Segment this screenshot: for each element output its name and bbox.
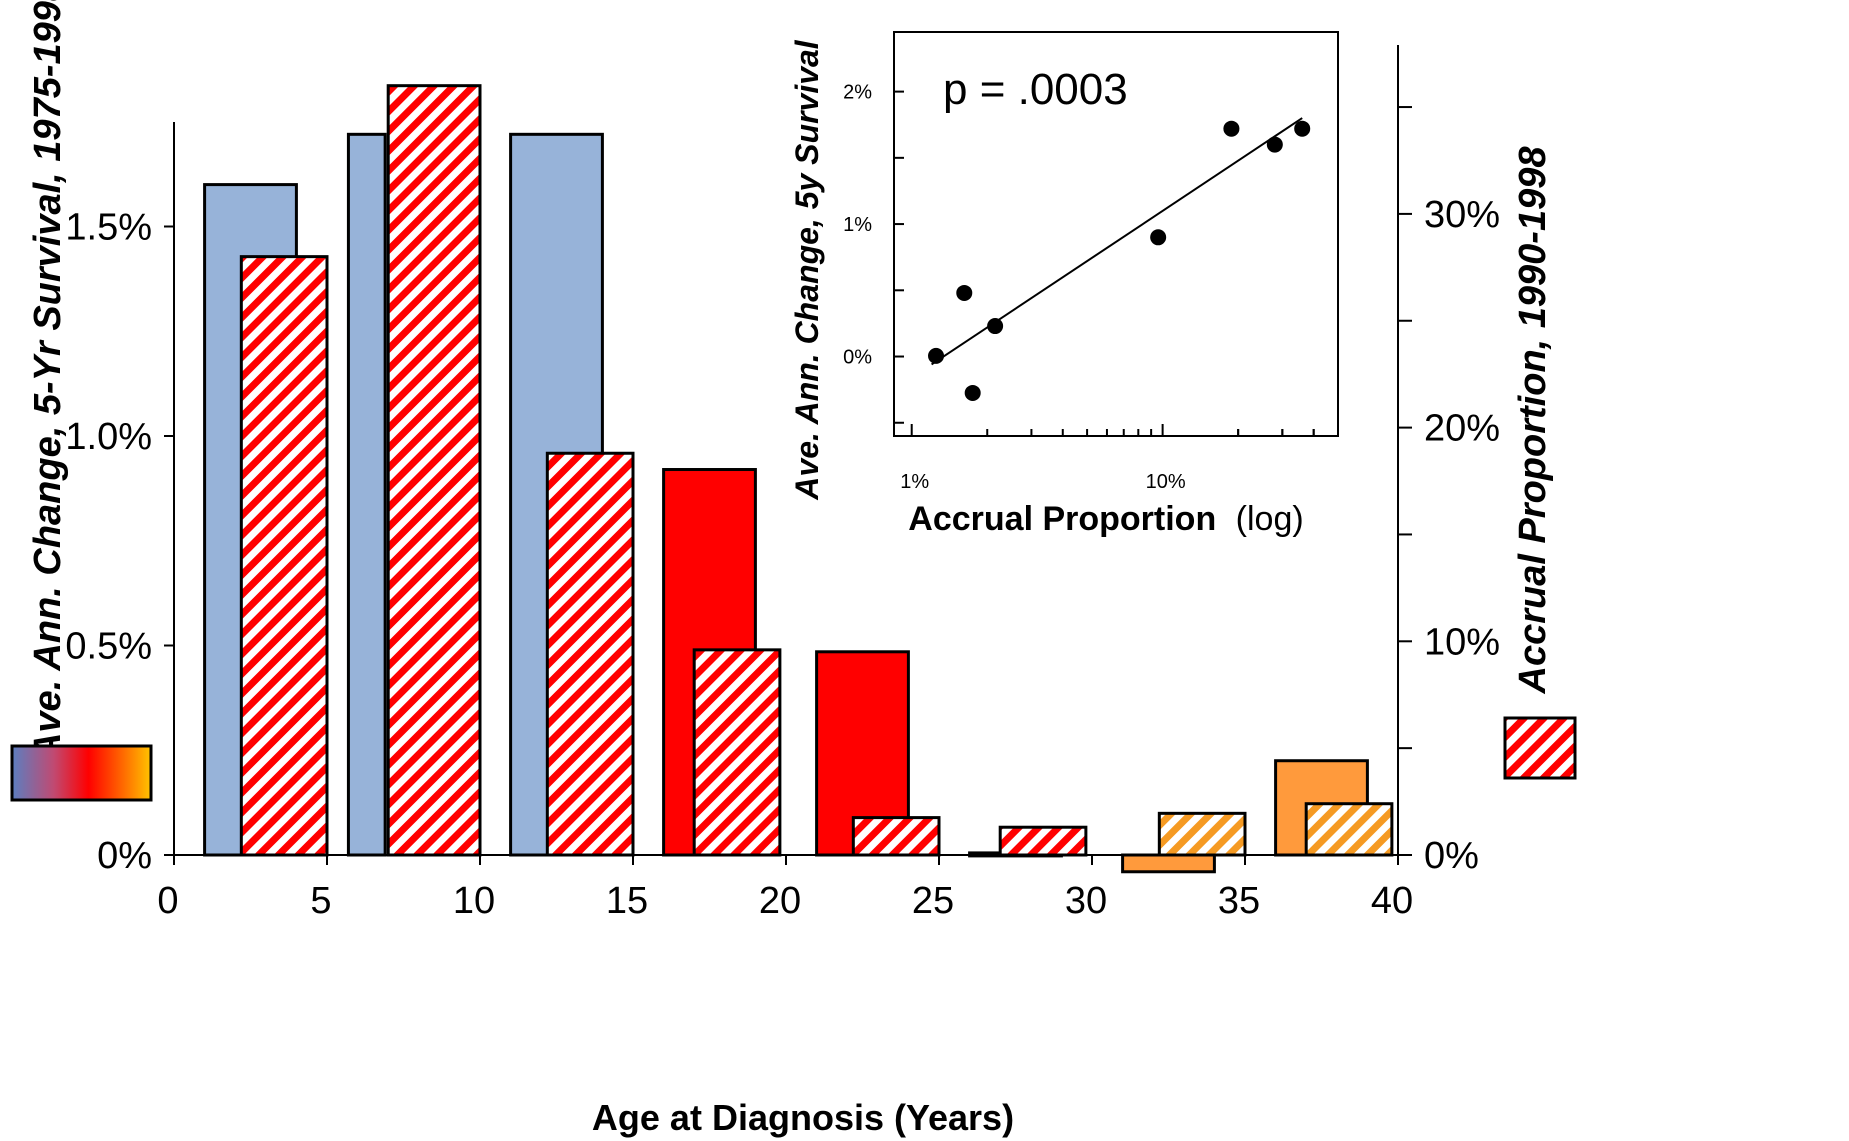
inset-x-axis-title-suffix: (log): [1236, 500, 1304, 538]
left-y-tick-label-0: 0%: [97, 835, 152, 877]
inset-x-tick-label-1: 10%: [1146, 471, 1186, 493]
left-y-tick-label-1: 0.5%: [65, 626, 152, 668]
inset-scatter: 1% 10% 0% 1% 2% p = .0003 Ave. Ann. Change, …: [789, 31, 1339, 538]
inset-x-tick-label-0: 1%: [900, 471, 929, 493]
hatched-bar-1: [386, 84, 482, 857]
hatched-bar-4: [851, 816, 941, 857]
hatched-bar-6: [1157, 811, 1247, 857]
inset-y-tick-label-2: 2%: [843, 82, 872, 104]
x-tick-label-7: 35: [1218, 880, 1260, 922]
hatched-bars: [239, 84, 1394, 857]
scatter-point-7: [1294, 120, 1311, 137]
left-y-tick-label-2: 1.0%: [65, 416, 152, 458]
x-tick-label-4: 20: [759, 880, 801, 922]
right-y-axis-title: Accrual Proportion, 1990-1998: [1512, 146, 1554, 695]
inset-y-tick-label-0: 0%: [843, 347, 872, 369]
hatched-bar-3: [692, 648, 782, 857]
scatter-point-3: [987, 318, 1004, 335]
solid-bar-6: [1121, 853, 1216, 874]
x-tick-label-8: 40: [1371, 880, 1413, 922]
legend-hatched-swatch: [1503, 716, 1577, 780]
x-tick-label-2: 10: [453, 880, 495, 922]
hatched-bar-2: [545, 451, 635, 857]
hatched-bar-0: [239, 255, 329, 857]
x-tick-label-3: 15: [606, 880, 648, 922]
inset-x-axis-title: Accrual Proportion (log): [908, 500, 1303, 538]
solid-bar-1: [346, 132, 387, 857]
inset-frame: [893, 31, 1339, 437]
right-y-tick-label-0: 0%: [1424, 835, 1479, 877]
scatter-point-0: [928, 347, 945, 364]
scatter-point-1: [956, 284, 973, 301]
right-y-tick-label-3: 30%: [1424, 194, 1500, 236]
inset-axes: 1% 10% 0% 1% 2%: [843, 82, 1339, 493]
right-y-tick-label-2: 20%: [1424, 408, 1500, 450]
x-axis-title: Age at Diagnosis (Years): [592, 1097, 1014, 1138]
hatched-bar-7: [1304, 802, 1394, 857]
left-y-axis-title: Ave. Ann. Change, 5-Yr Survival, 1975-19…: [27, 0, 69, 761]
x-tick-label-5: 25: [912, 880, 954, 922]
inset-y-axis-title: Ave. Ann. Change, 5y Survival: [789, 39, 825, 501]
scatter-point-4: [1150, 229, 1167, 246]
scatter-point-2: [964, 384, 981, 401]
x-tick-label-1: 5: [310, 880, 331, 922]
hatched-bar-5: [998, 825, 1088, 857]
right-y-tick-label-1: 10%: [1424, 621, 1500, 663]
scatter-points: [928, 120, 1311, 401]
x-tick-label-0: 0: [157, 880, 178, 922]
left-y-tick-label-3: 1.5%: [65, 207, 152, 249]
inset-y-tick-label-1: 1%: [843, 214, 872, 236]
legend-gradient-swatch: [10, 744, 153, 802]
scatter-point-5: [1223, 120, 1240, 137]
scatter-point-6: [1266, 136, 1283, 153]
x-tick-label-6: 30: [1065, 880, 1107, 922]
inset-x-axis-title-main: Accrual Proportion: [908, 500, 1216, 538]
main-axes: 0 5 10 15 20 25 30 35 40 0% 0.5% 1.0% 1.5% 0% 10% 20% 30…: [65, 45, 1500, 922]
p-value-annotation: p = .0003: [943, 65, 1128, 114]
